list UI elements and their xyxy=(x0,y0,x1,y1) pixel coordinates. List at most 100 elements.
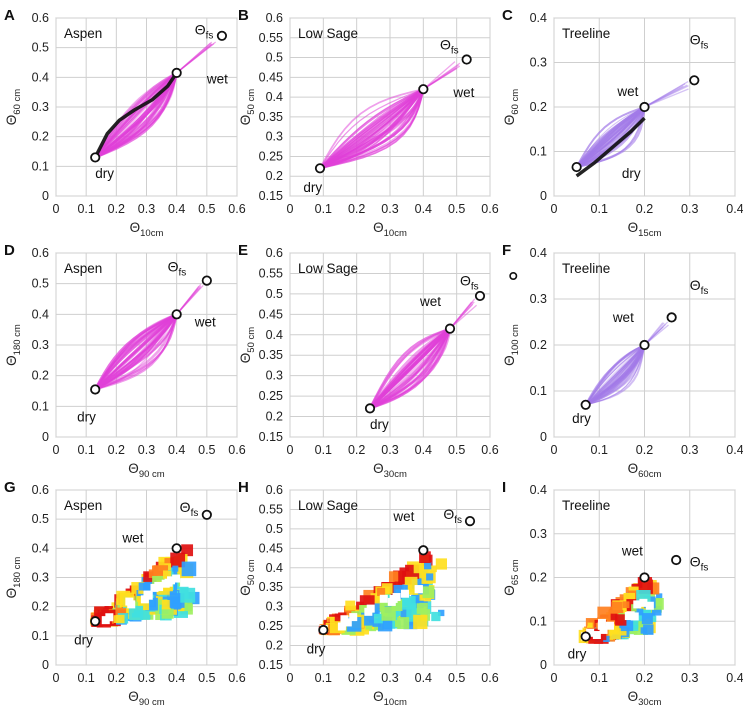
x-tick-label: 0.3 xyxy=(138,443,155,457)
theta-symbol: Θ xyxy=(460,273,471,289)
y-tick-label: 0.6 xyxy=(266,11,283,25)
theta-fs-label: Θfs xyxy=(443,506,462,526)
x-axis-theta: Θ xyxy=(128,689,139,704)
y-axis-subscript: 50 cm xyxy=(246,327,257,353)
wet-label: wet xyxy=(452,85,474,100)
heat-cell xyxy=(365,623,373,630)
heat-cell xyxy=(413,614,428,630)
panel-a: 0 0.1 0.2 0.3 0.4 0.5 0.6 0 0.1 0.2 0.3 0.4 0.5 0.6 As… xyxy=(4,7,246,239)
x-tick-label: 0.5 xyxy=(198,671,215,685)
heat-cell xyxy=(636,611,647,622)
x-axis-subscript: 10cm xyxy=(384,697,407,708)
heat-gap xyxy=(337,622,346,631)
data-strand xyxy=(585,344,646,406)
heat-cell xyxy=(416,602,428,614)
data-strand xyxy=(94,72,178,159)
data-strand xyxy=(319,88,424,170)
data-cloud xyxy=(89,544,200,628)
x-tick-label: 0 xyxy=(551,671,558,685)
data-point xyxy=(216,30,228,41)
y-tick-label: 0.3 xyxy=(266,600,283,614)
x-axis-theta: Θ xyxy=(373,461,384,476)
y-tick-label: 0.3 xyxy=(530,56,547,70)
heat-cell xyxy=(170,597,182,609)
heat-cell xyxy=(615,614,627,626)
data-strand xyxy=(94,72,178,158)
y-axis-subscript: 180 cm xyxy=(12,324,23,355)
data-strand xyxy=(585,344,646,406)
data-strand xyxy=(319,89,425,170)
heat-gap xyxy=(167,576,176,585)
x-tick-label: 0 xyxy=(287,443,294,457)
data-strand xyxy=(319,88,424,169)
panel-letter: C xyxy=(502,7,513,24)
theta-symbol: Θ xyxy=(443,506,454,522)
data-strand xyxy=(422,62,461,90)
dry-label: dry xyxy=(95,166,114,181)
heat-cell xyxy=(180,587,196,603)
y-axis-theta: Θ xyxy=(4,115,19,126)
heat-cell xyxy=(611,601,623,613)
x-tick-label: 0.5 xyxy=(448,671,465,685)
theta-symbol: Θ xyxy=(690,277,701,293)
x-axis-subscript: 10cm xyxy=(140,228,163,239)
data-strand xyxy=(176,283,202,315)
theta-fs-label: Θfs xyxy=(168,258,187,278)
data-strand xyxy=(369,328,451,409)
data-strand xyxy=(176,287,202,315)
x-tick-label: 0.4 xyxy=(726,443,743,457)
y-tick-label: 0.15 xyxy=(259,189,283,203)
data-strand xyxy=(94,313,178,391)
site-label: Treeline xyxy=(562,498,610,513)
heat-cell xyxy=(597,606,612,622)
x-tick-label: 0.5 xyxy=(198,202,215,216)
heat-gap xyxy=(387,597,396,606)
data-point xyxy=(580,631,591,642)
x-tick-label: 0.1 xyxy=(315,443,332,457)
x-tick-label: 0.1 xyxy=(77,443,94,457)
mean-trace xyxy=(93,71,179,159)
y-tick-label: 0.2 xyxy=(32,130,49,144)
x-tick-label: 0 xyxy=(287,671,294,685)
panel-letter: H xyxy=(238,479,249,496)
data-strand xyxy=(94,313,178,391)
data-point xyxy=(171,67,182,78)
data-point xyxy=(90,384,101,395)
y-axis-subscript: 60 cm xyxy=(510,89,521,115)
data-strand xyxy=(449,301,472,330)
data-strand xyxy=(449,298,476,330)
theta-fs-subscript: fs xyxy=(471,282,479,293)
x-tick-label: 0.6 xyxy=(228,202,245,216)
x-axis-theta: Θ xyxy=(628,461,639,476)
theta-fs-label: Θfs xyxy=(690,277,709,297)
x-axis-label: Θ10cm xyxy=(373,689,407,708)
x-tick-label: 0.4 xyxy=(168,202,185,216)
y-tick-label: 0.5 xyxy=(266,522,283,536)
heat-cell xyxy=(419,551,431,564)
heat-cell xyxy=(334,613,343,622)
x-axis-theta: Θ xyxy=(128,461,139,476)
y-tick-label: 0.35 xyxy=(259,110,283,124)
heat-cell xyxy=(656,593,663,600)
theta-fs-label: Θfs xyxy=(440,37,459,57)
data-point xyxy=(201,509,212,520)
y-tick-label: 0 xyxy=(42,430,49,444)
y-tick-label: 0.2 xyxy=(530,100,547,114)
y-tick-label: 0.6 xyxy=(266,246,283,260)
y-tick-label: 0.45 xyxy=(259,307,283,321)
data-strand xyxy=(369,327,451,409)
data-cloud xyxy=(318,551,447,636)
data-strand xyxy=(176,42,211,74)
heat-cell xyxy=(652,597,664,610)
data-strand xyxy=(644,83,686,108)
y-tick-label: 0.5 xyxy=(32,41,49,55)
x-tick-label: 0.4 xyxy=(415,443,432,457)
heat-cell xyxy=(424,562,432,570)
data-strand xyxy=(585,344,645,406)
dry-label: dry xyxy=(568,646,587,661)
data-point xyxy=(318,624,329,636)
heat-cell xyxy=(115,607,127,619)
panel-b: 0 0.1 0.2 0.3 0.4 0.5 0.6 0.15 0.2 0.25 0.3 0.35 0.4… xyxy=(238,7,499,239)
y-axis-label: Θ50 cm xyxy=(238,559,257,595)
data-point xyxy=(171,543,182,554)
